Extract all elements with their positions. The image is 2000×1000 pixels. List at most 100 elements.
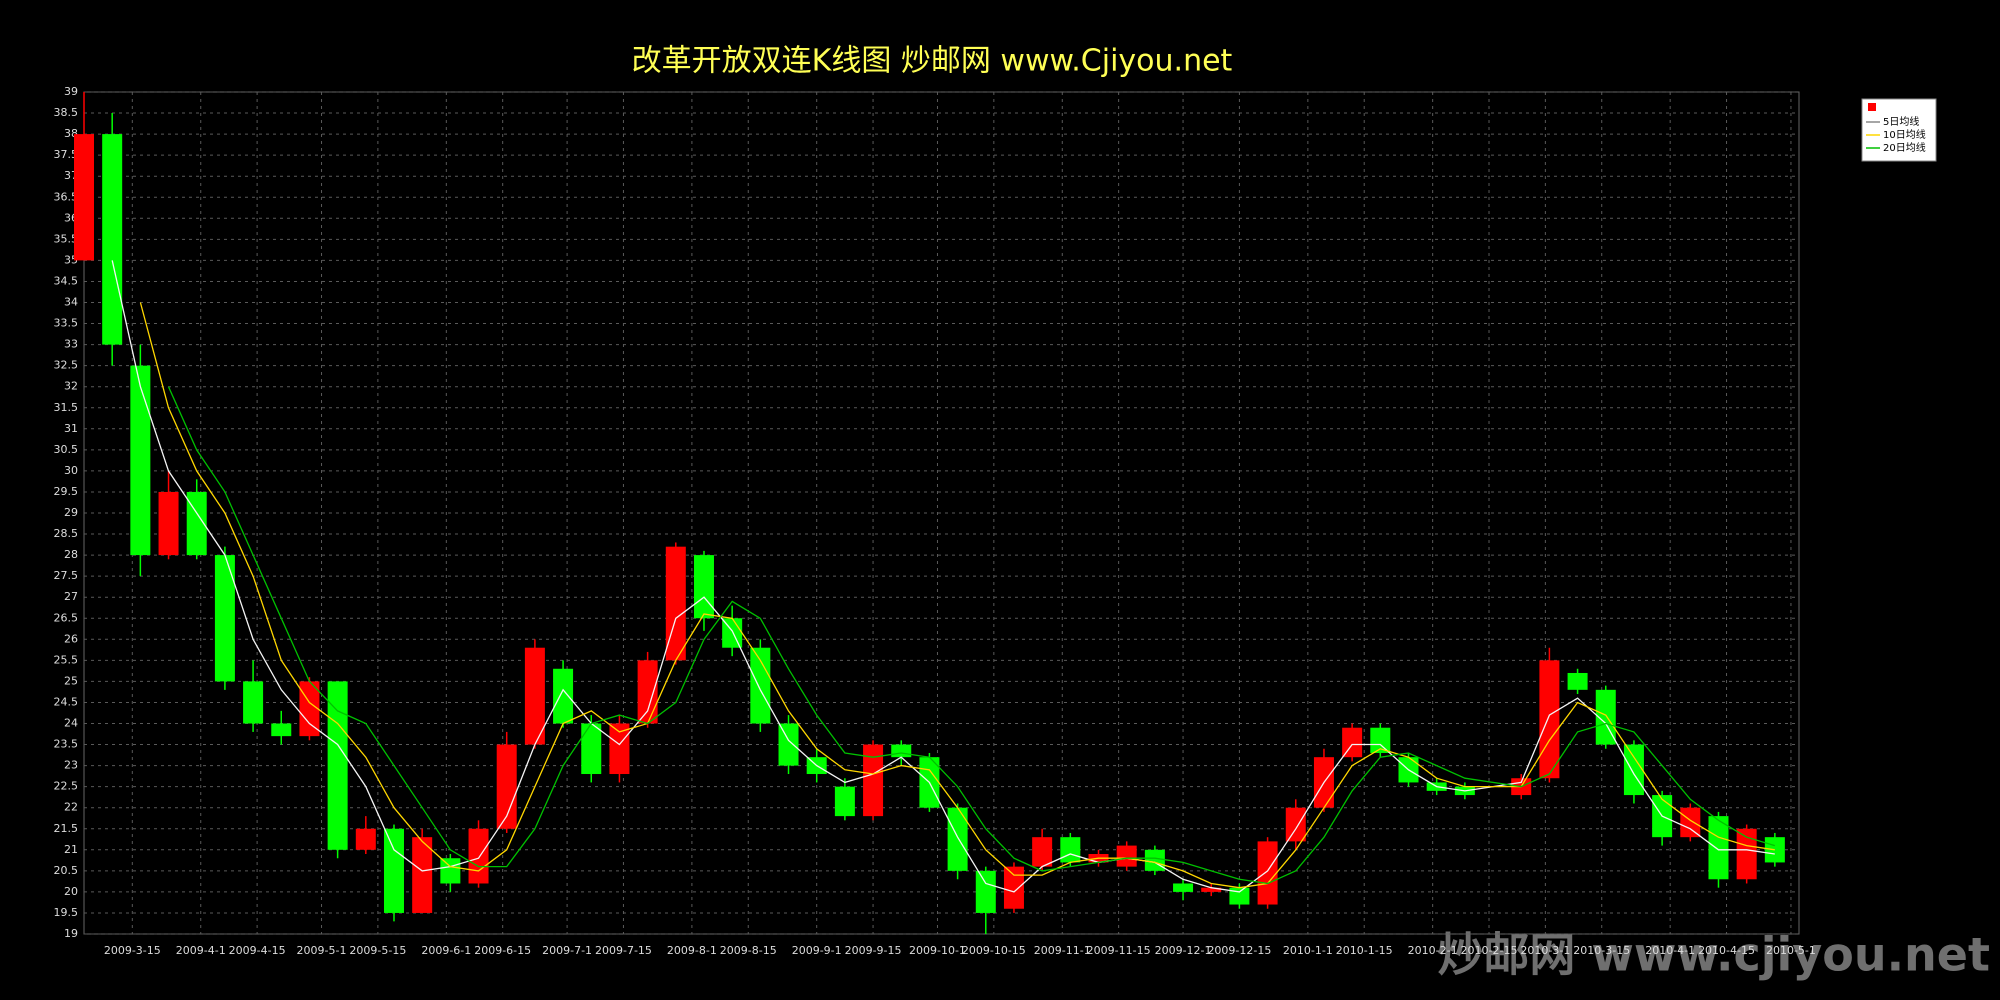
candle-body	[74, 134, 94, 261]
y-tick-label: 24	[64, 717, 78, 730]
x-tick-label: 2010-3-1	[1520, 944, 1570, 957]
chart-title: 改革开放双连K线图 炒邮网 www.Cjiyou.net	[632, 44, 1233, 79]
y-tick-label: 36.5	[54, 190, 79, 203]
x-tick-label: 2009-9-15	[845, 944, 902, 957]
x-tick-label: 2009-10-15	[962, 944, 1026, 957]
candle-body	[1342, 727, 1363, 758]
x-tick-label: 2009-6-15	[474, 944, 531, 957]
y-tick-label: 30.5	[54, 443, 79, 456]
candle-body	[1736, 828, 1757, 880]
candle-body	[1680, 807, 1701, 838]
y-tick-label: 19.5	[54, 906, 79, 919]
candle-body	[1370, 727, 1391, 753]
y-tick-label: 21.5	[54, 822, 79, 835]
x-tick-label: 2009-9-1	[792, 944, 842, 957]
x-tick-label: 2009-11-15	[1087, 944, 1151, 957]
y-tick-label: 23	[64, 759, 78, 772]
y-tick-label: 21	[64, 843, 78, 856]
x-tick-label: 2009-4-1	[176, 944, 226, 957]
x-tick-label: 2009-3-15	[104, 944, 161, 957]
candle-body	[1623, 744, 1644, 796]
x-tick-label: 2010-4-15	[1698, 944, 1755, 957]
candle-body	[327, 681, 348, 850]
candle-body	[158, 491, 179, 556]
x-tick-label: 2009-11-1	[1034, 944, 1091, 957]
x-tick-label: 2009-8-1	[667, 944, 717, 957]
candle-body	[271, 723, 292, 737]
candle-body	[412, 837, 433, 913]
candle-body	[1173, 883, 1194, 892]
x-tick-label: 2009-5-15	[349, 944, 406, 957]
x-tick-label: 2010-2-15	[1461, 944, 1518, 957]
x-tick-label: 2009-8-15	[720, 944, 777, 957]
candle-body	[1595, 689, 1616, 745]
x-tick-label: 2009-10-1	[909, 944, 966, 957]
candle-body	[778, 723, 799, 766]
ma-line	[139, 302, 1775, 889]
x-tick-label: 2009-7-15	[595, 944, 652, 957]
candle-body	[383, 828, 404, 913]
x-tick-label: 2009-7-1	[542, 944, 592, 957]
candle-body	[637, 660, 658, 724]
x-tick-label: 2009-6-1	[421, 944, 471, 957]
y-tick-label: 33.5	[54, 317, 79, 330]
watermark: 炒邮网 www.cjiyou.net	[1437, 928, 1990, 982]
x-tick-label: 2010-4-1	[1645, 944, 1695, 957]
candle-body	[1285, 807, 1306, 842]
candle-body	[665, 546, 686, 661]
candle-body	[1144, 849, 1165, 871]
candle-body	[1032, 837, 1053, 867]
candle-body	[1764, 837, 1785, 863]
candle-body	[693, 555, 714, 619]
candle-body	[243, 681, 264, 724]
candle-body	[468, 828, 489, 884]
y-tick-label: 34	[64, 296, 78, 309]
x-tick-label: 2010-1-1	[1283, 944, 1333, 957]
candle-body	[1567, 672, 1588, 690]
candle-body	[834, 786, 855, 817]
y-tick-label: 26.5	[54, 611, 79, 624]
y-tick-label: 24.5	[54, 695, 79, 708]
candle-body	[355, 828, 376, 850]
candle-body	[1201, 887, 1222, 892]
y-tick-label: 25	[64, 674, 78, 687]
candle-body	[524, 647, 545, 745]
candle-body	[1229, 887, 1250, 905]
y-tick-label: 34.5	[54, 274, 79, 287]
x-tick-label: 2010-2-1	[1408, 944, 1458, 957]
candle-body	[1708, 816, 1729, 880]
candle-body	[891, 744, 912, 758]
candle-body	[186, 491, 207, 556]
candle-body	[102, 134, 123, 345]
y-tick-label: 22.5	[54, 780, 79, 793]
y-tick-label: 37.5	[54, 148, 79, 161]
y-tick-label: 32	[64, 380, 78, 393]
candle-body	[130, 365, 151, 556]
candle-body	[1003, 866, 1024, 909]
y-tick-label: 25.5	[54, 653, 79, 666]
y-tick-label: 31	[64, 422, 78, 435]
candle-body	[581, 723, 602, 775]
y-tick-label: 33	[64, 338, 78, 351]
x-tick-label: 2010-1-15	[1336, 944, 1393, 957]
x-tick-label: 2010-5-1	[1766, 944, 1816, 957]
candle-body	[750, 647, 771, 724]
candle-body	[1539, 660, 1560, 779]
candle-body	[1060, 837, 1081, 863]
y-tick-label: 19	[64, 927, 78, 940]
x-tick-label: 2010-3-15	[1573, 944, 1630, 957]
candle-body	[863, 744, 884, 817]
y-tick-label: 31.5	[54, 401, 79, 414]
x-tick-label: 2009-12-15	[1207, 944, 1271, 957]
y-tick-label: 38.5	[54, 106, 79, 119]
y-tick-label: 20	[64, 885, 78, 898]
ma-line	[167, 386, 1775, 885]
candle-body	[553, 668, 574, 724]
candle-body	[1116, 845, 1137, 867]
y-tick-label: 26	[64, 632, 78, 645]
y-tick-label: 20.5	[54, 864, 79, 877]
candle-body	[214, 555, 235, 682]
y-tick-label: 22	[64, 801, 78, 814]
